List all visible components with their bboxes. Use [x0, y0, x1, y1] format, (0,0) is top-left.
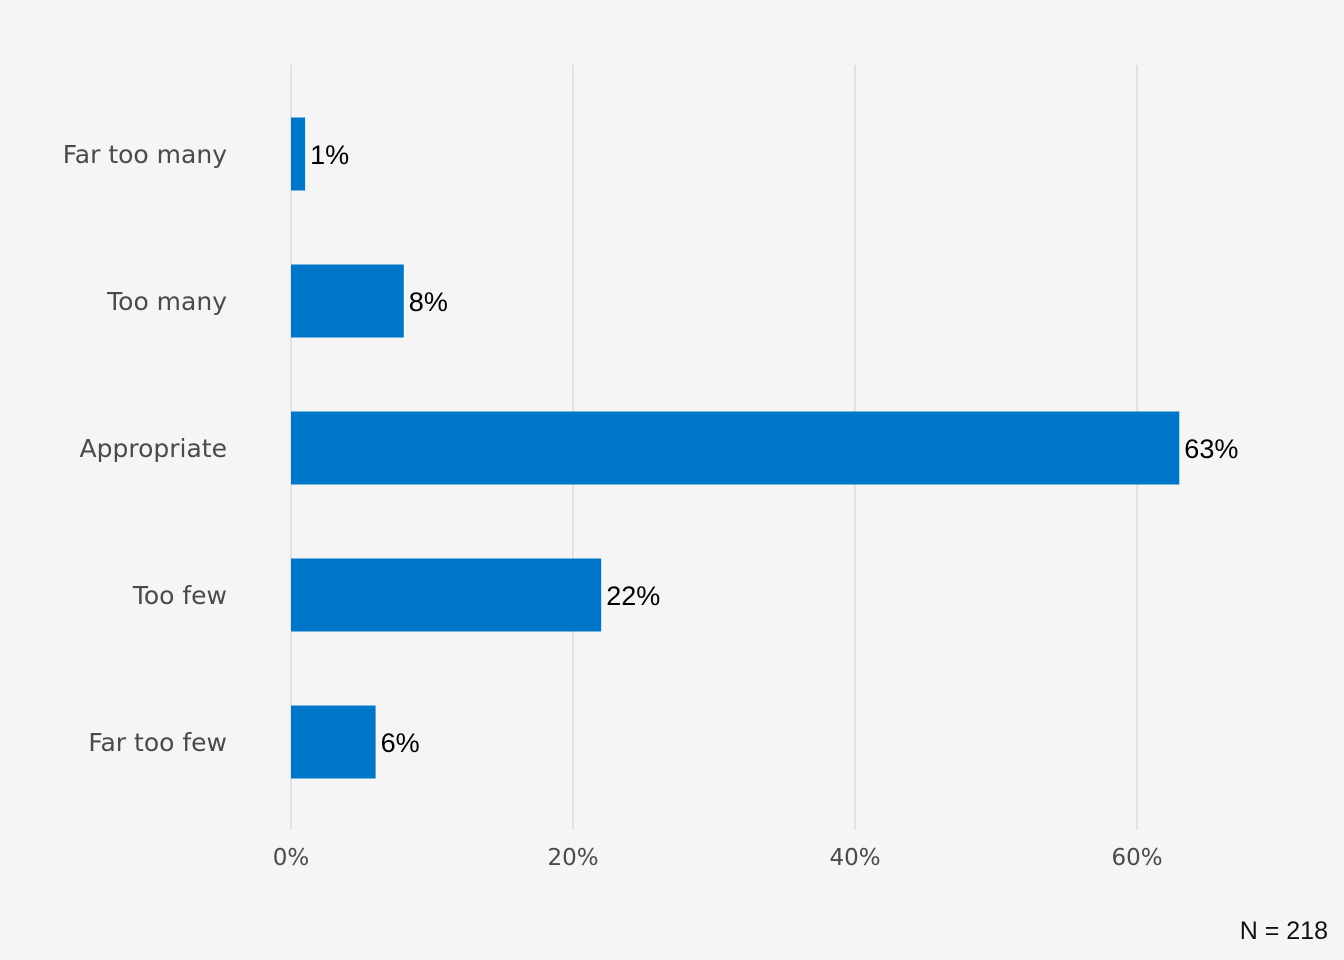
category-label: Appropriate — [80, 434, 227, 463]
bars — [291, 117, 1180, 779]
bar — [291, 264, 404, 338]
x-tick-label: 40% — [829, 845, 880, 871]
x-tick-label: 60% — [1111, 845, 1162, 871]
sample-size-note: N = 218 — [1239, 917, 1328, 945]
bar — [291, 558, 602, 632]
data-label: 22% — [606, 581, 660, 611]
data-label: 63% — [1184, 434, 1238, 464]
x-tick-label: 0% — [273, 845, 310, 871]
x-tick-label: 20% — [547, 845, 598, 871]
bar — [291, 117, 306, 191]
category-label: Far too few — [88, 728, 227, 757]
category-label: Far too many — [63, 140, 227, 169]
data-label: 6% — [381, 728, 420, 758]
labels: 0% 20% 40% 60% Far too many 1% Too many 8% Appro… — [63, 140, 1239, 871]
bar — [291, 705, 376, 779]
data-label: 8% — [409, 287, 448, 317]
data-label: 1% — [310, 140, 349, 170]
bar — [291, 411, 1180, 485]
category-label: Too few — [132, 581, 227, 610]
category-label: Too many — [106, 287, 227, 316]
